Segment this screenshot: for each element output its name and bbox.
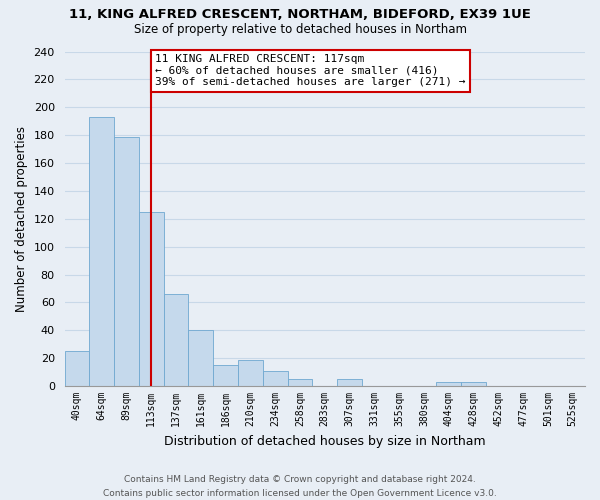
X-axis label: Distribution of detached houses by size in Northam: Distribution of detached houses by size … xyxy=(164,434,485,448)
Bar xyxy=(188,330,213,386)
Bar xyxy=(65,351,89,386)
Text: 11 KING ALFRED CRESCENT: 117sqm
← 60% of detached houses are smaller (416)
39% o: 11 KING ALFRED CRESCENT: 117sqm ← 60% of… xyxy=(155,54,466,88)
Bar xyxy=(89,117,114,386)
Bar xyxy=(263,370,287,386)
Text: Size of property relative to detached houses in Northam: Size of property relative to detached ho… xyxy=(133,22,467,36)
Bar xyxy=(436,382,461,386)
Bar xyxy=(337,379,362,386)
Bar xyxy=(164,294,188,386)
Text: Contains HM Land Registry data © Crown copyright and database right 2024.
Contai: Contains HM Land Registry data © Crown c… xyxy=(103,476,497,498)
Y-axis label: Number of detached properties: Number of detached properties xyxy=(15,126,28,312)
Bar xyxy=(238,360,263,386)
Bar xyxy=(287,379,313,386)
Text: 11, KING ALFRED CRESCENT, NORTHAM, BIDEFORD, EX39 1UE: 11, KING ALFRED CRESCENT, NORTHAM, BIDEF… xyxy=(69,8,531,20)
Bar xyxy=(139,212,164,386)
Bar xyxy=(461,382,486,386)
Bar xyxy=(213,365,238,386)
Bar xyxy=(114,136,139,386)
